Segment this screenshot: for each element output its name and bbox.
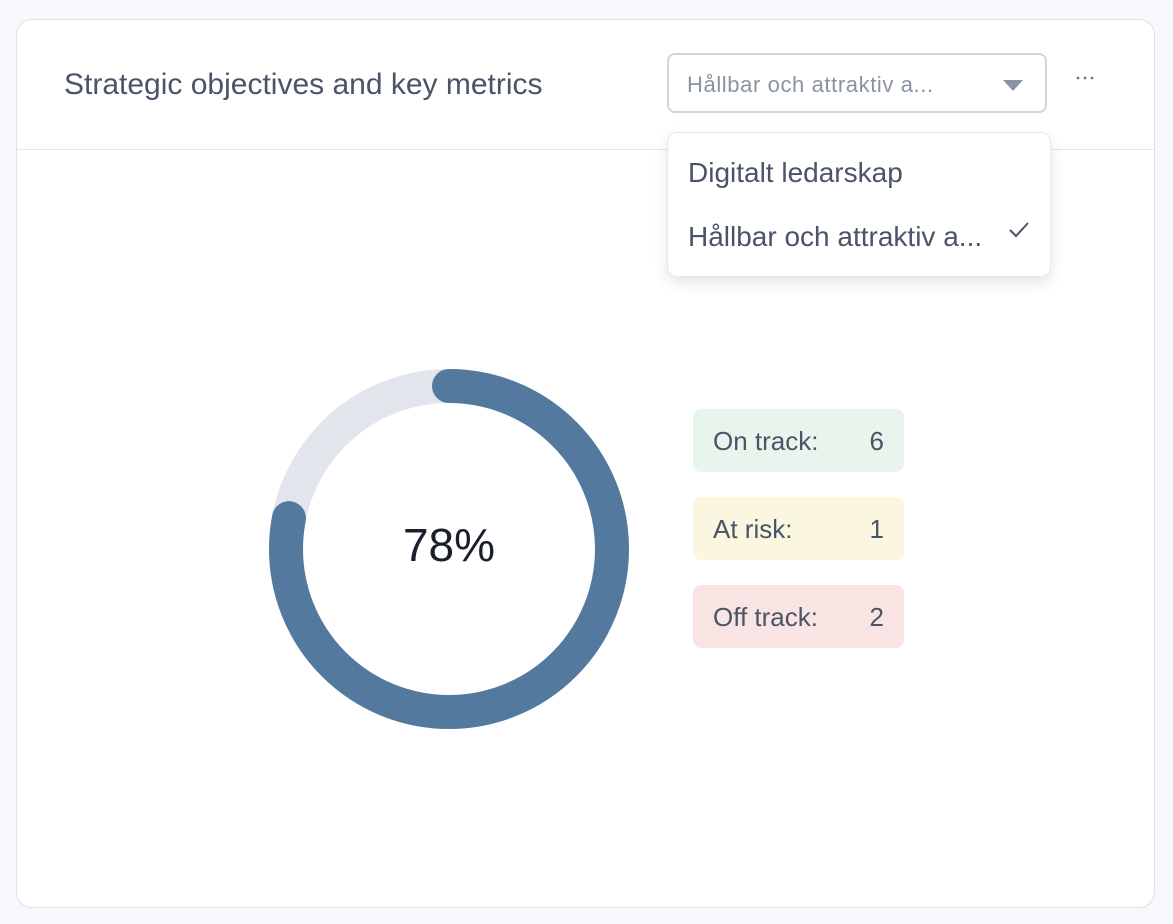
gauge: 78% xyxy=(269,369,629,729)
status-count: 6 xyxy=(869,426,884,456)
menu-option[interactable]: Digitalt ledarskap xyxy=(668,143,1050,203)
status-label: At risk: xyxy=(713,514,793,544)
status-count: 1 xyxy=(869,514,884,544)
check-icon xyxy=(1009,222,1029,238)
option-label: Hållbar och attraktiv a... xyxy=(688,221,983,252)
gauge-label: 78% xyxy=(403,519,495,571)
status-label: On track: xyxy=(713,426,819,456)
select-value: Hållbar och attraktiv a... xyxy=(687,72,934,97)
status-count: 2 xyxy=(869,602,884,632)
card-title: Strategic objectives and key metrics xyxy=(64,68,543,101)
more-button[interactable] xyxy=(1075,75,1095,81)
card: Strategic objectives and key metrics Hål… xyxy=(16,19,1155,908)
card-header: Strategic objectives and key metrics Hål… xyxy=(17,20,1154,150)
objective-select[interactable]: Hållbar och attraktiv a... xyxy=(667,53,1047,113)
status-pill: On track: 6 xyxy=(693,409,904,472)
status-pill: Off track: 2 xyxy=(693,585,904,648)
status-pill: At risk: 1 xyxy=(693,497,904,560)
status-label: Off track: xyxy=(713,602,818,632)
caret-icon xyxy=(1003,80,1023,91)
gauge-arc xyxy=(269,369,629,729)
menu-option[interactable]: Hållbar och attraktiv a... xyxy=(668,207,1050,267)
dropdown-menu: Digitalt ledarskap Hållbar och attraktiv … xyxy=(667,132,1051,277)
option-label: Digitalt ledarskap xyxy=(688,157,903,188)
